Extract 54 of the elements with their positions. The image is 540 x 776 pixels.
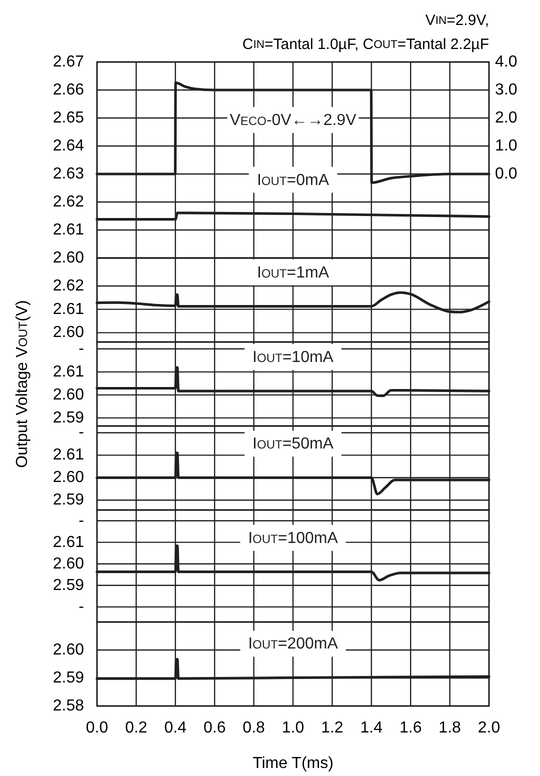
x-tick-label: 0.4 — [164, 720, 187, 736]
y2-tick-label: 2.0 — [495, 110, 518, 126]
y2-tick-label: 0.0 — [495, 166, 518, 182]
series-label: IOUT=100mA — [248, 529, 338, 546]
x-axis-title: Time T(ms) — [252, 754, 334, 772]
y-tick-label: 2.62 — [52, 194, 84, 210]
y-tick-label: 2.60 — [52, 250, 84, 266]
series-label: IOUT=0mA — [256, 171, 330, 188]
y-tick-label: 2.66 — [52, 82, 84, 98]
x-tick-label: 0.2 — [125, 720, 148, 736]
y-tick-label: 2.61 — [52, 363, 84, 380]
y-tick-label: 2.59 — [52, 576, 84, 594]
y-tick-label: - — [78, 340, 84, 358]
series-label: IOUT=1mA — [256, 264, 330, 281]
y2-tick-label: 1.0 — [495, 138, 518, 154]
y-tick-label: 2.61 — [52, 222, 84, 238]
series-label: IOUT=10mA — [252, 348, 334, 366]
y-axis-title: Output Voltage VOUT(V) — [14, 300, 30, 468]
y-tick-label: 2.60 — [52, 469, 84, 486]
y-tick-label: 2.59 — [52, 409, 84, 426]
x-tick-label: 1.4 — [360, 720, 383, 736]
x-tick-label: 1.6 — [399, 720, 422, 736]
y-tick-label: 2.62 — [52, 278, 84, 294]
y-tick-label: 2.61 — [52, 300, 84, 318]
chart-title: VIN=2.9V, — [425, 12, 489, 28]
x-tick-label: 0.0 — [86, 720, 108, 736]
y-tick-label: 2.64 — [52, 138, 84, 154]
y-tick-label: 2.60 — [52, 642, 84, 658]
y-tick-label: 2.61 — [52, 446, 84, 464]
x-tick-label: 0.8 — [242, 720, 266, 736]
series-label: IOUT=50mA — [252, 435, 334, 452]
x-tick-label: 2.0 — [478, 720, 500, 736]
series-label: IOUT=200mA — [248, 635, 338, 652]
y-tick-label: 2.60 — [52, 555, 84, 572]
x-tick-label: 1.2 — [321, 720, 344, 736]
y-tick-label: - — [78, 512, 84, 530]
y-tick-label: 2.59 — [52, 492, 84, 509]
y-tick-label: 2.63 — [52, 166, 84, 182]
x-tick-label: 1.0 — [282, 720, 304, 736]
x-tick-label: 0.6 — [203, 720, 226, 736]
y-tick-label: 2.60 — [52, 386, 84, 404]
y-tick-label: 2.58 — [52, 698, 84, 714]
y-tick-label: 2.59 — [52, 670, 84, 686]
y2-tick-label: 4.0 — [495, 54, 518, 70]
y2-tick-label: 3.0 — [495, 82, 518, 98]
y-tick-label: - — [78, 598, 84, 616]
series-label: VECO-0V←→2.9V — [230, 112, 357, 128]
x-tick-label: 1.8 — [438, 720, 462, 736]
chart-subtitle: CIN=Tantal 1.0µF, COUT=Tantal 2.2µF — [242, 36, 489, 52]
y-tick-label: 2.61 — [52, 534, 84, 551]
y-tick-label: 2.60 — [52, 324, 84, 342]
y-tick-label: 2.65 — [52, 110, 84, 126]
y-tick-label: - — [78, 424, 84, 442]
y-tick-label: 2.67 — [52, 54, 84, 70]
